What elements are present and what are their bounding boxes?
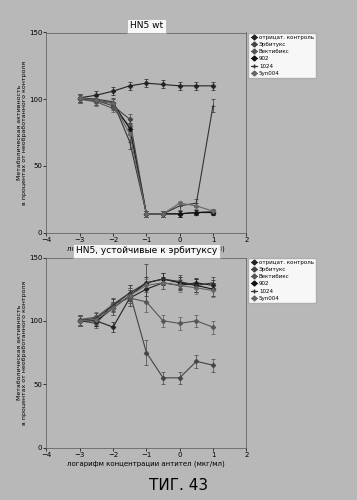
X-axis label: логарифм концентрации антител (мкг/мл): логарифм концентрации антител (мкг/мл) [67,460,225,467]
Y-axis label: Метаболическая активность
в процентах от необработанного контроля: Метаболическая активность в процентах от… [16,280,27,424]
X-axis label: логарифм концентрации антител (мкг/мл): логарифм концентрации антител (мкг/мл) [67,246,225,252]
Title: HN5 wt: HN5 wt [130,22,163,30]
Legend: отрицат. контроль, Эрбитукс, Вектибикс, 902, 1024, 5yn004: отрицат. контроль, Эрбитукс, Вектибикс, … [248,32,316,78]
Text: ΤИГ. 43: ΤИГ. 43 [149,478,208,492]
Legend: отрицат. контроль, Эрбитукс, Вектибикс, 902, 1024, 5yn004: отрицат. контроль, Эрбитукс, Вектибикс, … [248,258,316,303]
Y-axis label: Метаболическая активность
в процентах от необработанного контроля: Метаболическая активность в процентах от… [16,60,27,204]
Title: HN5, устойчивые к эрбитуксу: HN5, устойчивые к эрбитуксу [76,246,217,256]
